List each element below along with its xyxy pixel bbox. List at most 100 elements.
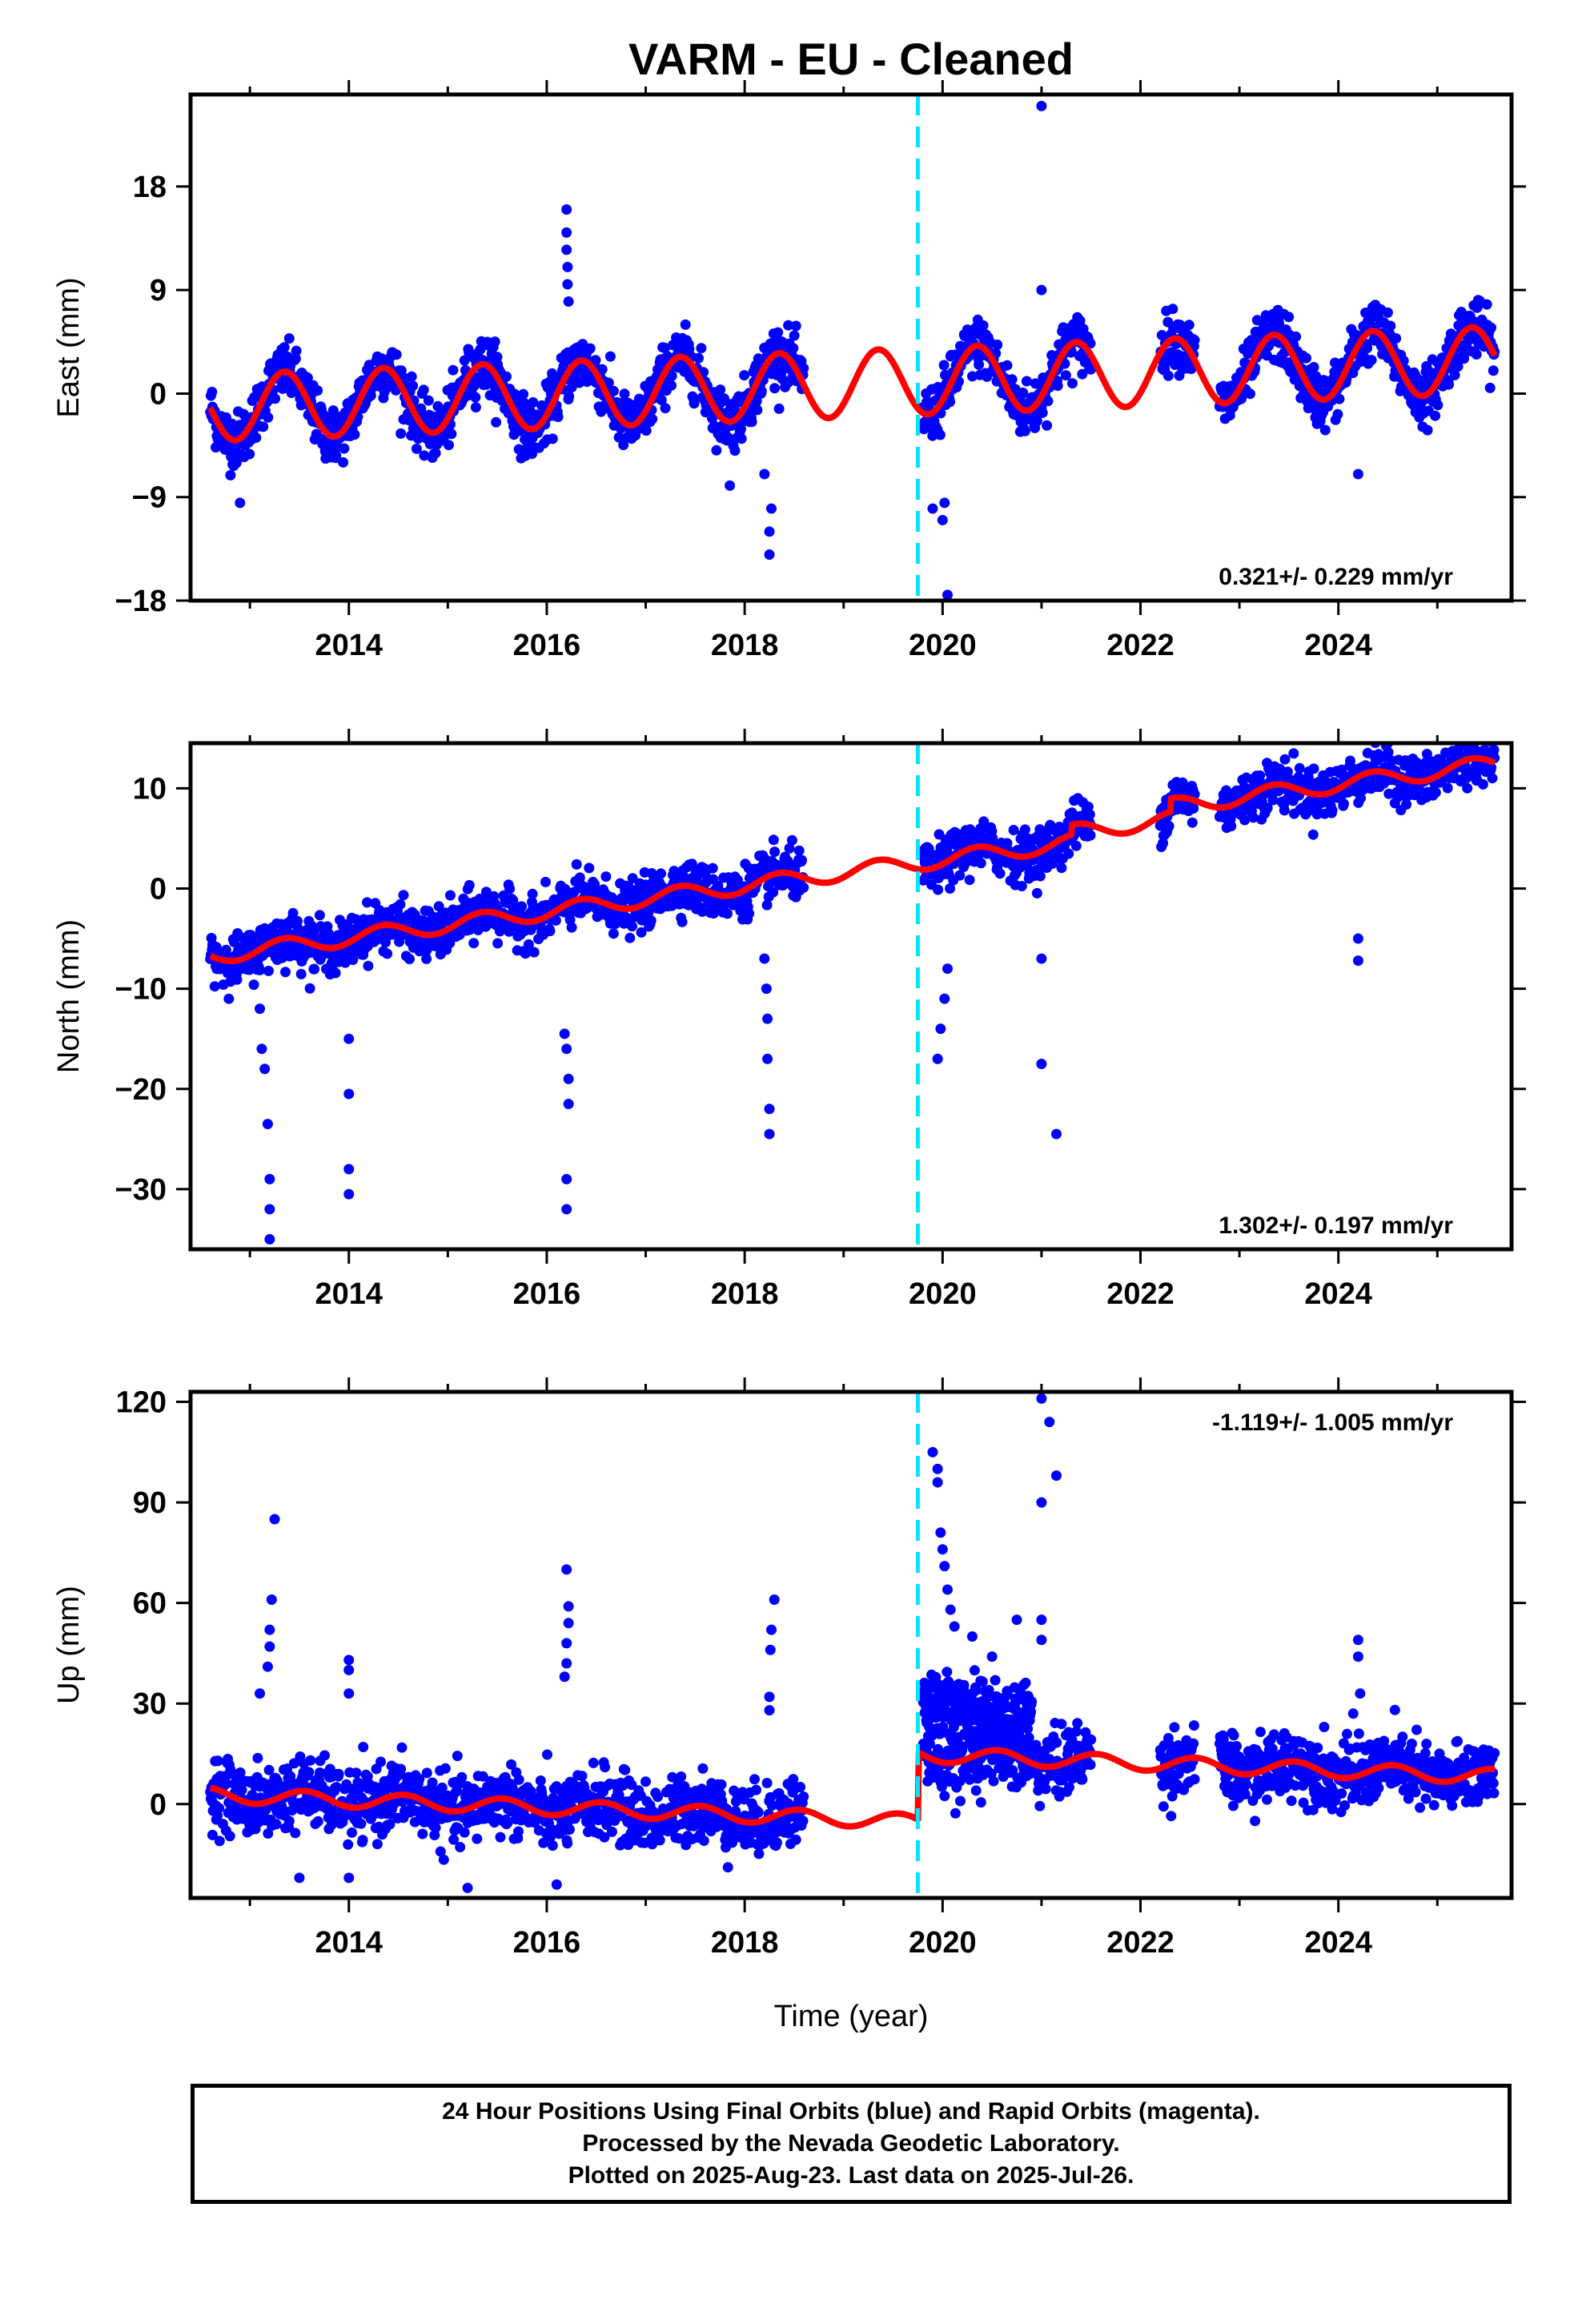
data-point [574, 377, 585, 388]
data-point [1279, 754, 1291, 765]
outlier-point [766, 503, 777, 514]
data-point [338, 456, 349, 468]
data-point [327, 405, 339, 416]
outlier-point [764, 1128, 775, 1140]
data-point [798, 882, 809, 893]
data-point [404, 954, 415, 964]
data-point [1016, 881, 1027, 891]
model-fit-line [207, 324, 1498, 444]
data-point [773, 327, 784, 338]
y-tick-label: −18 [115, 585, 167, 618]
data-point [773, 403, 785, 414]
plot-frame [188, 741, 1514, 1252]
data-point [309, 963, 320, 975]
data-point [1226, 821, 1237, 832]
data-point [430, 448, 441, 459]
data-point [1307, 829, 1319, 840]
data-point [220, 944, 231, 955]
data-point [302, 372, 313, 384]
data-point [472, 1833, 483, 1844]
data-point [1308, 362, 1319, 372]
data-point [1338, 798, 1349, 810]
data-point [1327, 805, 1338, 816]
data-point [1245, 388, 1255, 400]
data-point [666, 370, 677, 381]
data-point [290, 353, 301, 364]
data-point [1487, 773, 1498, 784]
data-point [207, 387, 218, 397]
outlier-point [343, 1033, 355, 1044]
data-point [362, 897, 372, 908]
outlier-point [764, 526, 775, 537]
outlier-point [939, 993, 950, 1004]
data-point [209, 981, 220, 992]
data-point [604, 351, 616, 362]
data-point [698, 1835, 709, 1846]
data-point [608, 385, 619, 396]
data-point [584, 343, 596, 354]
data-point [396, 1742, 408, 1753]
data-point [656, 868, 667, 879]
data-point [707, 862, 718, 874]
data-point [619, 388, 630, 400]
data-point [236, 1784, 247, 1795]
data-point [1484, 382, 1496, 393]
data-point [396, 1763, 407, 1775]
data-point [513, 1774, 524, 1785]
outlier-point [762, 1053, 773, 1064]
data-point [1430, 410, 1441, 421]
outlier-point [343, 1188, 355, 1200]
x-tick-label: 2020 [909, 1277, 977, 1311]
outlier-point [563, 1073, 574, 1084]
data-point [746, 416, 757, 428]
data-point [343, 1839, 354, 1850]
outlier-point [942, 963, 954, 975]
outlier-point [262, 1119, 273, 1130]
data-point [1019, 425, 1030, 436]
data-point [1486, 322, 1497, 333]
x-tick-label: 2014 [315, 1277, 383, 1311]
data-point [421, 953, 432, 964]
data-point [1279, 805, 1290, 816]
data-point [1006, 374, 1018, 385]
x-tick-label: 2020 [909, 629, 977, 662]
data-point [729, 445, 741, 456]
data-point [1186, 817, 1198, 828]
data-point [697, 1763, 709, 1774]
data-point [709, 420, 720, 432]
data-point [656, 395, 667, 405]
data-point [513, 1826, 524, 1837]
data-point [1475, 722, 1485, 732]
data-point [408, 380, 419, 392]
data-point [251, 432, 262, 443]
data-point [445, 890, 456, 901]
data-point [613, 432, 624, 443]
y-tick-label: −20 [115, 1073, 167, 1107]
data-point [1308, 763, 1319, 774]
data-point [1189, 335, 1200, 346]
data-point [660, 403, 671, 414]
outlier-point [264, 1204, 275, 1215]
data-point [1163, 821, 1174, 831]
outlier-point [725, 480, 736, 491]
data-point [1018, 387, 1029, 398]
data-point [786, 834, 797, 846]
data-point [504, 883, 516, 895]
data-point [456, 1771, 468, 1783]
data-point [459, 1827, 470, 1838]
data-point [1037, 407, 1048, 418]
data-point [448, 364, 459, 376]
data-point [489, 336, 500, 348]
data-point [666, 380, 677, 391]
data-point [588, 1757, 599, 1768]
data-point [1294, 762, 1305, 774]
data-point [684, 344, 695, 355]
data-point [1432, 400, 1443, 411]
data-point [783, 320, 794, 331]
data-point [677, 916, 688, 927]
outlier-point [764, 549, 775, 561]
data-point [1031, 416, 1042, 427]
outlier-point [561, 204, 572, 215]
data-point [1074, 316, 1086, 326]
